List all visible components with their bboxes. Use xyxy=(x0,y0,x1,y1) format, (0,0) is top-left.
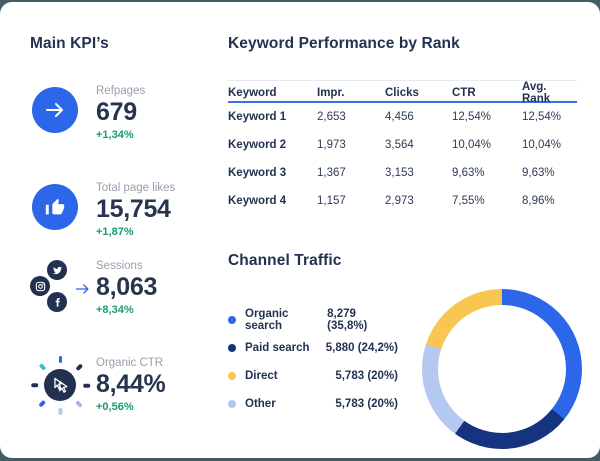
legend-dot-icon xyxy=(228,400,236,408)
legend-dot-icon xyxy=(228,316,236,324)
cell-impr: 1,367 xyxy=(317,167,346,179)
kpi-value: 679 xyxy=(96,98,137,126)
legend-label: Organic search xyxy=(245,308,289,332)
kpi-label: Total page likes xyxy=(96,182,176,194)
twitter-icon xyxy=(47,260,67,280)
channel-traffic-title: Channel Traffic xyxy=(228,252,342,269)
donut-hole xyxy=(438,305,566,433)
column-header: Avg. Rank xyxy=(522,81,551,105)
cell-avg-rank: 8,96% xyxy=(522,195,555,207)
kpi-label: Refpages xyxy=(96,85,146,97)
keyword-table-title: Keyword Performance by Rank xyxy=(228,35,460,52)
table-row: Keyword 4 1,157 2,973 7,55% 8,96% xyxy=(228,187,577,215)
kpi-value: 15,754 xyxy=(96,195,171,223)
legend-value: 5,783 (20%) xyxy=(335,398,398,410)
cell-keyword: Keyword 4 xyxy=(228,195,287,207)
kpi-delta: +1,34% xyxy=(96,129,134,141)
legend-item-paid-search[interactable]: Paid search 5,880 (24,2%) xyxy=(228,334,398,362)
column-header: CTR xyxy=(452,87,476,99)
kpi-delta: +8,34% xyxy=(96,304,134,316)
kpi-value: 8,063 xyxy=(96,273,158,301)
cell-keyword: Keyword 3 xyxy=(228,167,287,179)
cell-keyword: Keyword 2 xyxy=(228,139,287,151)
cell-ctr: 7,55% xyxy=(452,195,485,207)
arrow-right-small-icon xyxy=(74,281,91,302)
facebook-icon xyxy=(47,292,67,312)
social-channels-icon xyxy=(30,260,94,318)
cell-clicks: 2,973 xyxy=(385,195,414,207)
click-cursor-icon xyxy=(28,353,92,417)
kpi-delta: +0,56% xyxy=(96,401,134,413)
cell-avg-rank: 10,04% xyxy=(522,139,562,151)
cell-avg-rank: 12,54% xyxy=(522,111,562,123)
table-row: Keyword 3 1,367 3,153 9,63% 9,63% xyxy=(228,159,577,187)
kpi-delta: +1,87% xyxy=(96,226,134,238)
legend-label: Other xyxy=(245,398,276,410)
cell-ctr: 10,04% xyxy=(452,139,492,151)
kpi-section-title: Main KPI’s xyxy=(30,35,109,52)
kpi-label: Organic CTR xyxy=(96,357,164,369)
legend-value: 8,279 (35,8%) xyxy=(327,308,368,332)
column-header: Impr. xyxy=(317,87,345,99)
cell-impr: 1,157 xyxy=(317,195,346,207)
keyword-performance-table: Keyword Impr. Clicks CTR Avg. Rank Keywo… xyxy=(228,80,577,215)
thumbs-up-icon xyxy=(32,184,78,230)
cell-impr: 1,973 xyxy=(317,139,346,151)
kpi-label: Sessions xyxy=(96,260,143,272)
cell-ctr: 9,63% xyxy=(452,167,485,179)
arrow-right-icon xyxy=(32,87,78,133)
kpi-card-refpages: Refpages 679 +1,34% xyxy=(28,85,224,141)
instagram-icon xyxy=(30,276,50,296)
legend-label: Direct xyxy=(245,370,278,382)
cell-ctr: 12,54% xyxy=(452,111,492,123)
cell-keyword: Keyword 1 xyxy=(228,111,287,123)
legend-item-other[interactable]: Other 5,783 (20%) xyxy=(228,390,398,418)
table-header-row: Keyword Impr. Clicks CTR Avg. Rank xyxy=(228,80,577,105)
legend-dot-icon xyxy=(228,372,236,380)
cell-impr: 2,653 xyxy=(317,111,346,123)
cell-avg-rank: 9,63% xyxy=(522,167,555,179)
kpi-value: 8,44% xyxy=(96,370,166,398)
cell-clicks: 3,564 xyxy=(385,139,414,151)
cell-clicks: 4,456 xyxy=(385,111,414,123)
kpi-card-page-likes: Total page likes 15,754 +1,87% xyxy=(28,182,224,238)
legend-value: 5,783 (20%) xyxy=(335,370,398,382)
table-row: Keyword 2 1,973 3,564 10,04% 10,04% xyxy=(228,131,577,159)
channel-traffic-legend: Organic search 8,279 (35,8%) Paid search… xyxy=(228,306,398,418)
table-row: Keyword 1 2,653 4,456 12,54% 12,54% xyxy=(228,103,577,131)
legend-dot-icon xyxy=(228,344,236,352)
cell-clicks: 3,153 xyxy=(385,167,414,179)
legend-value: 5,880 (24,2%) xyxy=(325,342,398,354)
legend-item-direct[interactable]: Direct 5,783 (20%) xyxy=(228,362,398,390)
cursor-circle xyxy=(44,369,76,401)
column-header: Clicks xyxy=(385,87,419,99)
legend-label: Paid search xyxy=(245,342,310,354)
channel-traffic-donut-chart[interactable] xyxy=(422,289,582,449)
kpi-card-sessions: Sessions 8,063 +8,34% xyxy=(28,260,224,316)
column-header: Keyword xyxy=(228,87,277,99)
kpi-card-organic-ctr: Organic CTR 8,44% +0,56% xyxy=(28,355,224,415)
legend-item-organic-search[interactable]: Organic search 8,279 (35,8%) xyxy=(228,306,398,334)
